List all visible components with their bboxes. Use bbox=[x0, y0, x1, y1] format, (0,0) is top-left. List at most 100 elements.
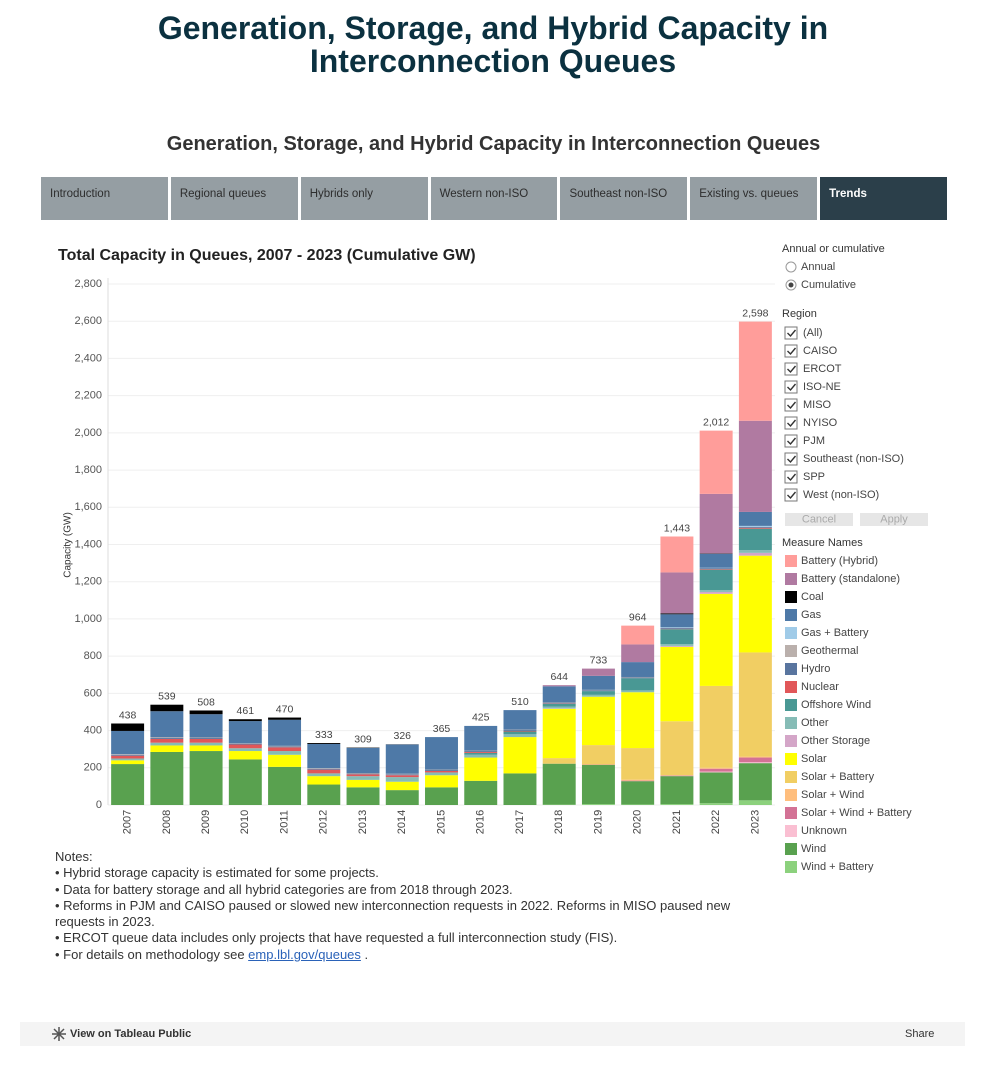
chart-title: Total Capacity in Queues, 2007 - 2023 (C… bbox=[58, 247, 476, 264]
bar-segment bbox=[699, 768, 733, 772]
bar-segment bbox=[660, 804, 694, 805]
bar-segment bbox=[346, 772, 380, 774]
x-tick-label: 2023 bbox=[749, 810, 761, 834]
bar-segment bbox=[111, 730, 145, 755]
bar-segment bbox=[425, 787, 458, 805]
bar-segment bbox=[542, 706, 576, 709]
legend-label: Coal bbox=[801, 591, 824, 603]
checkbox bbox=[784, 344, 798, 358]
bar-segment bbox=[581, 804, 615, 805]
bar-segment bbox=[621, 780, 655, 782]
legend-label: Solar bbox=[801, 753, 827, 765]
total-label: 438 bbox=[119, 709, 137, 721]
bar-segment bbox=[268, 766, 302, 805]
legend-label: Other bbox=[801, 717, 829, 729]
checkbox-label: PJM bbox=[803, 435, 825, 447]
bar-segment bbox=[464, 754, 498, 758]
bar-segment bbox=[660, 721, 694, 776]
bar-segment bbox=[346, 776, 380, 780]
note-item: Data for battery storage and all hybrid … bbox=[55, 882, 775, 898]
x-tick-label: 2007 bbox=[122, 810, 134, 834]
check-mark bbox=[787, 491, 797, 500]
note-item: Reforms in PJM and CAISO paused or slowe… bbox=[55, 898, 775, 931]
checkbox-label: ERCOT bbox=[803, 363, 842, 375]
legend-swatch bbox=[785, 753, 797, 765]
bar-segment bbox=[189, 751, 223, 805]
y-tick-label: 1,400 bbox=[74, 538, 102, 550]
bar-segment bbox=[228, 751, 262, 760]
button bbox=[860, 513, 928, 526]
bar-segment bbox=[425, 770, 458, 773]
legend-swatch bbox=[785, 717, 797, 729]
bar-segment bbox=[699, 590, 733, 592]
bar-segment bbox=[464, 757, 498, 781]
bar-segment bbox=[385, 790, 419, 805]
tab[interactable]: Existing vs. queues bbox=[690, 177, 818, 220]
tab[interactable]: Southeast non-ISO bbox=[560, 177, 688, 220]
tab[interactable]: Introduction bbox=[41, 177, 168, 220]
bar-segment bbox=[307, 784, 341, 805]
bar-segment bbox=[542, 758, 576, 764]
bar-segment bbox=[503, 737, 537, 774]
dashboard-title: Generation, Storage, and Hybrid Capacity… bbox=[166, 133, 821, 155]
bar-segment bbox=[385, 781, 419, 791]
bar-segment bbox=[464, 751, 498, 753]
bar-segment bbox=[307, 768, 341, 770]
bar-segment bbox=[699, 593, 733, 686]
bar-segment bbox=[503, 734, 537, 738]
bar-segment bbox=[189, 745, 223, 752]
link[interactable]: emp.lbl.gov/queues bbox=[248, 946, 361, 962]
x-tick-label: 2018 bbox=[553, 810, 565, 834]
total-label: 510 bbox=[511, 696, 529, 708]
tab[interactable]: Regional queues bbox=[170, 177, 298, 220]
bar-segment bbox=[385, 774, 419, 776]
bar-segment bbox=[268, 754, 302, 767]
bar-segment bbox=[699, 685, 733, 768]
bar-segment bbox=[189, 737, 223, 739]
share-button[interactable]: Share bbox=[905, 1028, 935, 1040]
bar-segment bbox=[738, 525, 772, 527]
bar-segment bbox=[738, 550, 772, 553]
bar-segment bbox=[660, 572, 694, 614]
legend-label: Geothermal bbox=[801, 645, 858, 657]
x-tick-label: 2021 bbox=[671, 810, 683, 834]
bar-segment bbox=[738, 652, 772, 757]
bar-segment bbox=[111, 764, 145, 805]
bar-segment bbox=[621, 662, 655, 677]
y-tick-label: 0 bbox=[96, 799, 102, 811]
note-list: Hybrid storage capacity is estimated for… bbox=[55, 865, 775, 946]
legend-swatch bbox=[785, 681, 797, 693]
bar-segment bbox=[621, 677, 655, 679]
y-tick-label: 400 bbox=[84, 724, 102, 736]
tab[interactable]: Western non-ISO bbox=[430, 177, 558, 220]
button bbox=[785, 513, 853, 526]
bar-segment bbox=[385, 773, 419, 775]
bar-segment bbox=[228, 743, 262, 745]
total-label: 309 bbox=[354, 733, 372, 745]
legend-swatch bbox=[785, 861, 797, 873]
radio-label: Cumulative bbox=[801, 279, 856, 291]
tab[interactable]: Trends bbox=[820, 177, 948, 220]
check-mark bbox=[787, 419, 797, 428]
tab[interactable]: Hybrids only bbox=[300, 177, 428, 220]
total-label: 1,443 bbox=[664, 522, 690, 534]
checkbox-label: MISO bbox=[803, 399, 832, 411]
total-label: 644 bbox=[550, 671, 568, 683]
bar-segment bbox=[542, 708, 576, 759]
bar-segment bbox=[699, 568, 733, 570]
bar-segment bbox=[111, 758, 145, 761]
bar-segment bbox=[307, 769, 341, 774]
check-mark bbox=[787, 365, 797, 374]
bar-segment bbox=[268, 719, 302, 746]
y-tick-label: 200 bbox=[84, 762, 102, 774]
bar-segment bbox=[228, 744, 262, 749]
bar-segment bbox=[189, 714, 223, 738]
legend-label: Gas + Battery bbox=[801, 627, 869, 639]
checkbox bbox=[784, 434, 798, 448]
bar-segment bbox=[425, 772, 458, 776]
footer-link[interactable]: View on Tableau Public bbox=[70, 1028, 192, 1040]
y-tick-label: 2,800 bbox=[74, 278, 102, 290]
bar-segment bbox=[621, 690, 655, 693]
bar-segment bbox=[542, 686, 576, 703]
